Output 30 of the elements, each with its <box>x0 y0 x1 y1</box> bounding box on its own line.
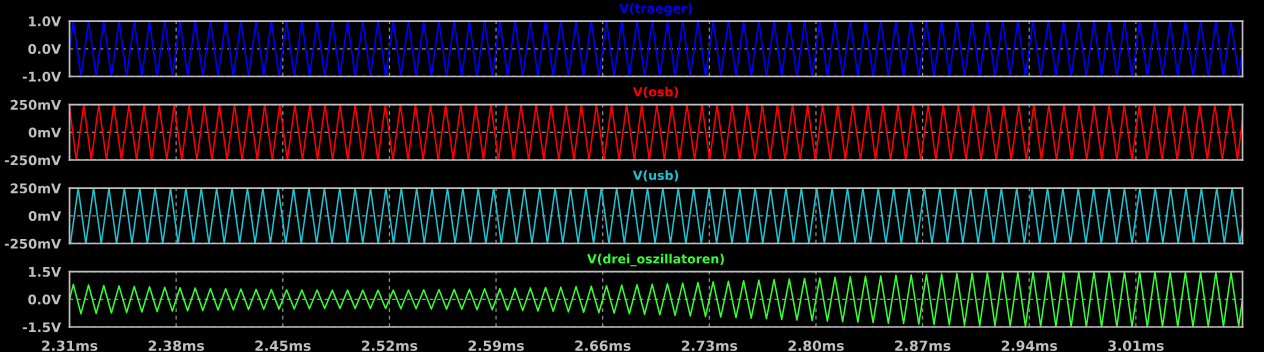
y-tick-label: -250mV <box>4 238 62 249</box>
line-series <box>69 188 1243 244</box>
chart-title: V(osb) <box>633 86 678 98</box>
y-tick-label: 1.5V <box>29 267 62 277</box>
chart-title: V(traeger) <box>619 3 692 16</box>
y-tick-label: -1.5V <box>22 322 62 333</box>
y-tick-label: -1.0V <box>22 71 62 82</box>
y-tick-label: 0.0V <box>28 294 62 305</box>
x-tick-label: 2.52ms <box>362 340 418 351</box>
x-tick-label: 2.87ms <box>895 340 951 351</box>
y-tick-label: 0mV <box>28 127 62 138</box>
y-tick-label: 0.0V <box>28 44 62 54</box>
x-tick-label: 2.59ms <box>468 340 524 351</box>
chart-title: V(drei_oszillatoren) <box>587 253 724 267</box>
y-tick-label: 250mV <box>10 99 62 110</box>
x-tick-label: 2.80ms <box>788 340 844 351</box>
x-tick-label: 2.38ms <box>148 340 204 351</box>
line-series <box>69 104 1243 160</box>
x-tick-label: 2.73ms <box>681 340 738 351</box>
x-tick-label: 2.66ms <box>575 340 631 351</box>
x-tick-label: 2.94ms <box>1001 340 1058 351</box>
line-series <box>69 271 1243 328</box>
x-tick-label: 2.45ms <box>255 340 311 351</box>
y-tick-label: 250mV <box>10 183 62 194</box>
y-tick-label: -250mV <box>4 155 62 166</box>
y-tick-label: 1.0V <box>29 16 62 27</box>
x-tick-label: 3.01ms <box>1108 340 1164 351</box>
y-tick-label: 0mV <box>28 211 62 222</box>
chart-title: V(usb) <box>632 170 679 182</box>
x-tick-label: 2.31ms <box>42 340 98 351</box>
